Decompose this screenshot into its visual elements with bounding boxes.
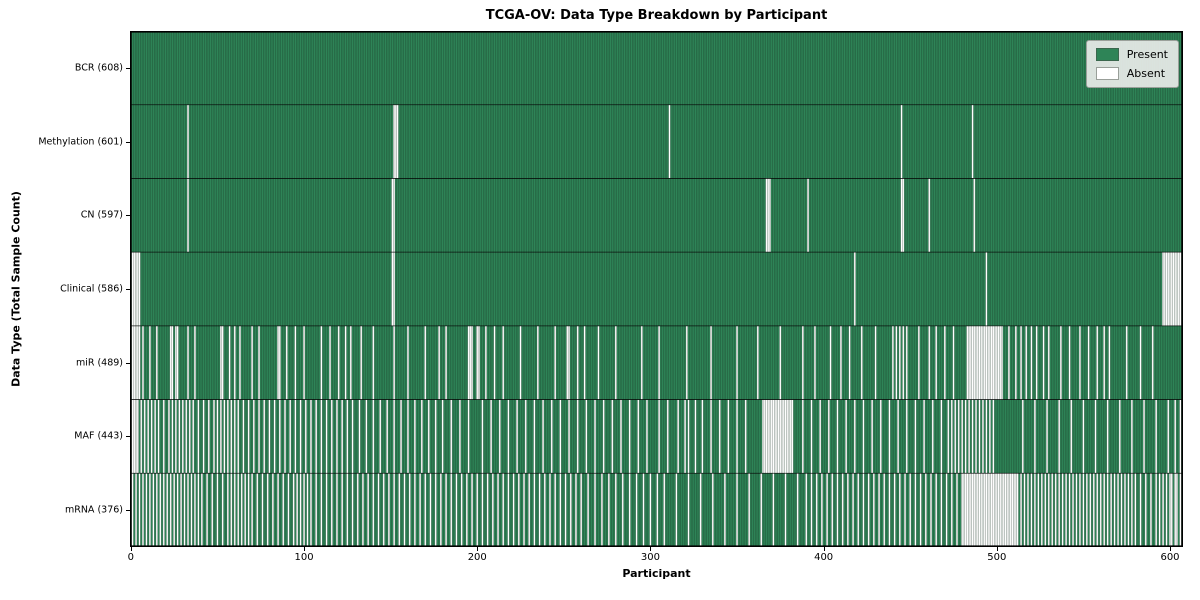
plot-area (130, 31, 1183, 547)
x-tick-mark (650, 547, 652, 551)
x-tick-label: 0 (127, 552, 135, 563)
x-tick-label: 200 (467, 552, 487, 563)
x-tick-label: 400 (814, 552, 834, 563)
row-label: Methylation (601) (38, 136, 123, 148)
y-tick-mark (126, 289, 130, 290)
legend-item-absent: Absent (1095, 67, 1168, 80)
legend: Present Absent (1085, 40, 1179, 88)
y-tick-mark (126, 215, 130, 217)
y-tick-mark (126, 362, 130, 364)
heatmap-canvas (130, 31, 1183, 547)
legend-item-present: Present (1095, 48, 1168, 61)
x-tick-label: 100 (294, 552, 314, 563)
absent-swatch-icon (1095, 67, 1119, 80)
x-tick-label: 300 (640, 552, 660, 563)
x-tick-mark (823, 547, 825, 551)
x-tick-label: 600 (1160, 552, 1180, 563)
x-tick-mark (304, 547, 306, 551)
row-label: MAF (443) (74, 430, 123, 442)
row-label: mRNA (376) (64, 504, 123, 516)
y-tick-mark (126, 67, 130, 69)
x-tick-mark (1170, 547, 1171, 551)
y-tick-mark (126, 141, 130, 143)
legend-label-absent: Absent (1126, 67, 1166, 80)
row-label: miR (489) (75, 357, 123, 369)
y-tick-mark (126, 436, 130, 438)
x-tick-label: 500 (987, 552, 1007, 563)
x-axis-label: Participant (622, 567, 691, 580)
legend-label-present: Present (1126, 48, 1168, 61)
present-swatch-icon (1095, 48, 1119, 61)
x-tick-mark (477, 547, 479, 551)
x-tick-mark (130, 547, 132, 551)
x-tick-mark (996, 547, 998, 551)
y-tick-mark (126, 510, 130, 512)
chart-title: TCGA-OV: Data Type Breakdown by Particip… (485, 8, 828, 23)
row-label: BCR (608) (74, 62, 123, 74)
row-label: CN (597) (80, 209, 123, 221)
row-label: Clinical (586) (60, 283, 123, 295)
